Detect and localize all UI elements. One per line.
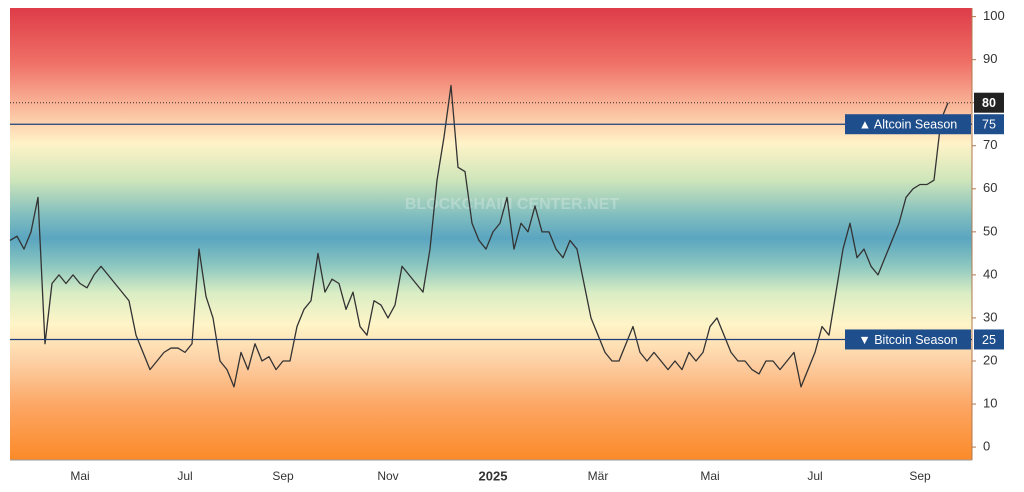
x-tick-label: Mär (588, 469, 609, 483)
y-tick-label: 20 (983, 352, 997, 367)
x-tick-label: Sep (272, 469, 294, 483)
watermark: BLOCKCHAIN CENTER.NET (405, 196, 619, 213)
reference-label-box (845, 114, 971, 135)
x-tick-label: Mai (700, 469, 719, 483)
x-tick-label: Mai (70, 469, 89, 483)
x-tick-label: Jul (177, 469, 192, 483)
x-tick-label: Nov (377, 469, 398, 483)
reference-label: ▲ Altcoin Season (859, 118, 958, 132)
y-tick-label: 30 (983, 309, 997, 324)
x-tick-label: 2025 (479, 468, 508, 483)
series-line (9, 84, 949, 388)
x-tick-label: Sep (909, 469, 931, 483)
y-tick-label: 90 (983, 51, 997, 66)
y-tick-label: 0 (983, 439, 990, 454)
reference-label: ▼ Bitcoin Season (858, 333, 957, 347)
reference-value-box (974, 329, 1004, 350)
reference-value: 25 (982, 333, 996, 347)
y-tick-label: 100 (983, 8, 1005, 23)
x-tick-label: Jul (807, 469, 822, 483)
plot-background (10, 8, 972, 460)
reference-value: 75 (982, 118, 996, 132)
y-tick-label: 40 (983, 266, 997, 281)
y-tick-label: 10 (983, 395, 997, 410)
last-value-box (974, 92, 1004, 113)
reference-value-box (974, 114, 1004, 135)
last-value: 80 (982, 96, 996, 110)
y-tick-label: 60 (983, 180, 997, 195)
y-tick-label: 70 (983, 137, 997, 152)
y-tick-label: 50 (983, 223, 997, 238)
reference-label-box (845, 329, 971, 350)
